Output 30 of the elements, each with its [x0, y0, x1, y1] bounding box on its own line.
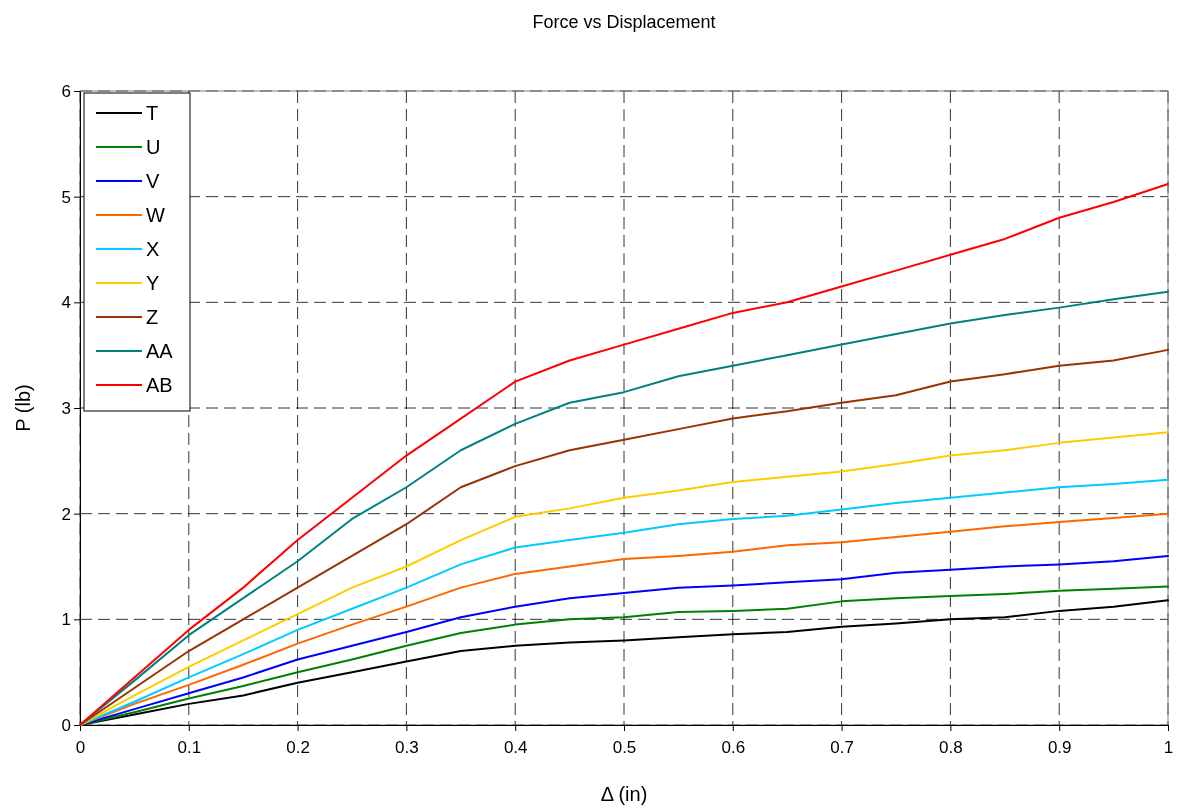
y-tick-label: 3: [61, 398, 71, 418]
x-tick-label: 0.2: [286, 737, 310, 757]
x-tick-label: 0.8: [939, 737, 963, 757]
chart-title: Force vs Displacement: [532, 12, 716, 32]
y-tick-label: 5: [61, 187, 71, 207]
legend-label: X: [146, 238, 160, 260]
y-tick-label: 4: [61, 293, 71, 313]
legend-label: Y: [146, 272, 160, 294]
x-tick-label: 0.6: [721, 737, 746, 757]
y-tick-label: 0: [61, 715, 71, 735]
x-tick-label: 0.5: [612, 737, 637, 757]
legend-label: AA: [146, 340, 174, 362]
legend-label: AB: [146, 374, 173, 396]
legend-label: V: [146, 170, 160, 192]
y-tick-label: 6: [61, 81, 71, 101]
x-tick-label: 0.3: [395, 737, 419, 757]
x-tick-label: 0.1: [177, 737, 202, 757]
legend-label: U: [146, 136, 161, 158]
legend-label: W: [146, 204, 165, 226]
x-tick-label: 0.7: [830, 737, 854, 757]
legend-label: T: [146, 102, 159, 124]
y-tick-label: 1: [61, 610, 71, 630]
x-axis-title: Δ (in): [600, 783, 648, 805]
legend-label: Z: [146, 306, 159, 328]
x-tick-label: 0: [75, 737, 86, 757]
x-tick-label: 1: [1163, 737, 1174, 757]
y-axis-title: P (lb): [12, 384, 34, 432]
x-tick-label: 0.9: [1047, 737, 1072, 757]
x-tick-label: 0.4: [503, 737, 528, 757]
y-tick-label: 2: [61, 504, 71, 524]
